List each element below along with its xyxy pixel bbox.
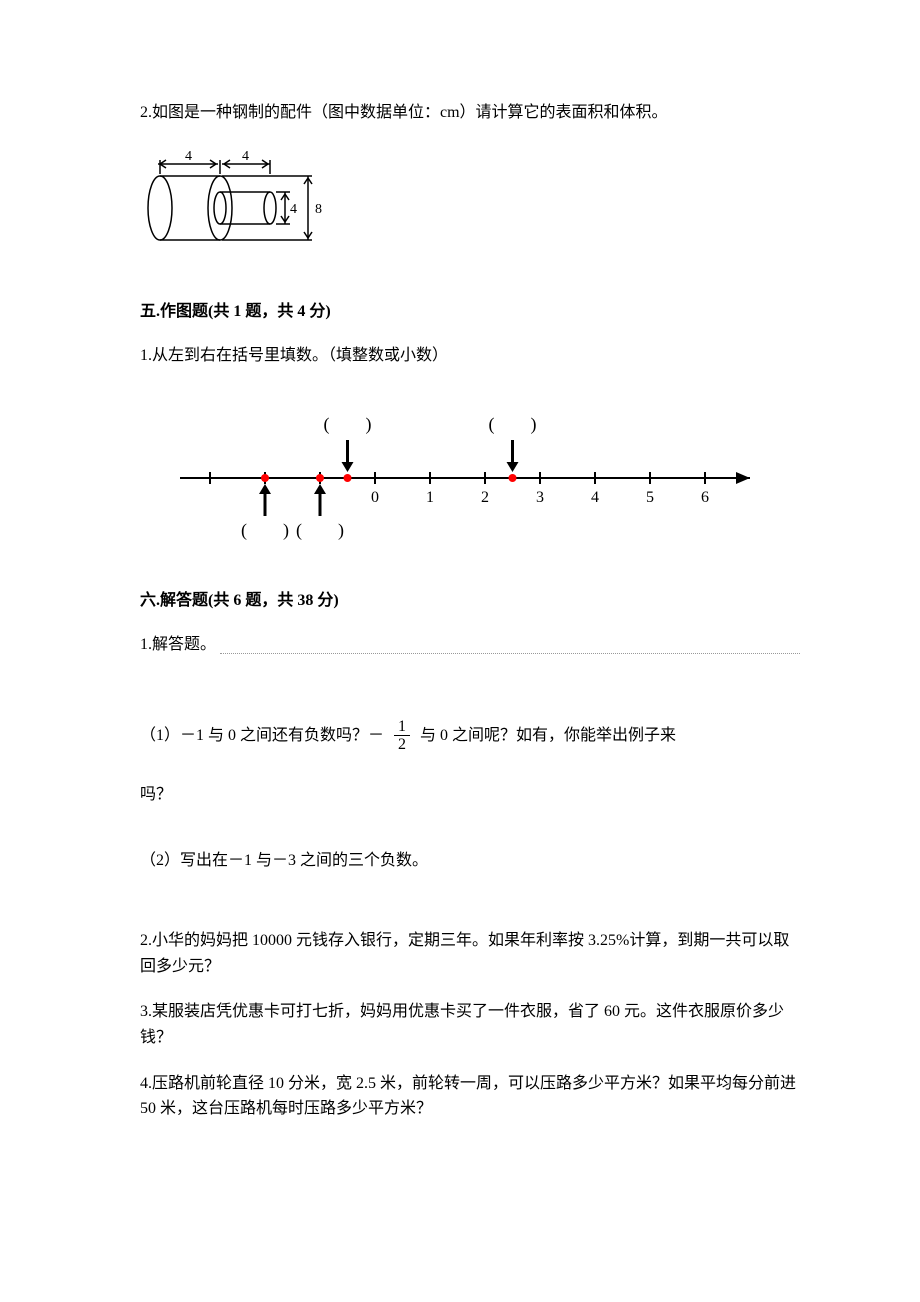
fraction-den: 2 (394, 736, 410, 754)
s6-q4: 4.压路机前轮直径 10 分米，宽 2.5 米，前轮转一周，可以压路多少平方米？… (140, 1071, 800, 1122)
svg-text:6: 6 (701, 489, 709, 506)
label-8-r: 8 (315, 202, 322, 217)
section-6-heading: 六.解答题(共 6 题，共 38 分) (140, 588, 800, 614)
s6-q1-p1-tail: 吗？ (140, 782, 800, 808)
fraction-num: 1 (394, 718, 410, 737)
svg-text:1: 1 (426, 489, 434, 506)
label-4-tr: 4 (242, 149, 249, 164)
s5-q1-text: 1.从左到右在括号里填数。（填整数或小数） (140, 347, 448, 364)
s6-q3: 3.某服装店凭优惠卡可打七折，妈妈用优惠卡买了一件衣服，省了 60 元。这件衣服… (140, 999, 800, 1050)
fraction-half: 1 2 (394, 718, 410, 754)
svg-text:( ): ( ) (296, 520, 344, 541)
s6-q1-part2: （2）写出在－1 与－3 之间的三个负数。 (140, 848, 800, 874)
s6-q2: 2.小华的妈妈把 10000 元钱存入银行，定期三年。如果年利率按 3.25%计… (140, 928, 800, 979)
svg-text:0: 0 (371, 489, 379, 506)
svg-text:( ): ( ) (241, 520, 289, 541)
label-4-tl: 4 (185, 149, 192, 164)
section-5-heading-text: 五.作图题(共 1 题，共 4 分) (140, 303, 331, 320)
cylinder-svg: 4 4 4 8 (140, 146, 330, 261)
svg-text:( ): ( ) (324, 414, 372, 435)
svg-text:( ): ( ) (489, 414, 537, 435)
s6-q1-header-row: 1.解答题。 (140, 632, 800, 658)
s5-question-1: 1.从左到右在括号里填数。（填整数或小数） (140, 343, 800, 369)
section-6-heading-text: 六.解答题(共 6 题，共 38 分) (140, 592, 339, 609)
numberline-figure: 0 1 2 3 4 5 6 ( ) ( ) ( ) ( ) (160, 398, 780, 548)
s6-q1-p1-a: （1）－1 与 0 之间还有负数吗？－ (140, 727, 384, 744)
question-2-text: 2.如图是一种钢制的配件（图中数据单位：cm）请计算它的表面积和体积。 (140, 104, 668, 121)
cylinder-figure: 4 4 4 8 (140, 146, 800, 270)
s6-q1-p1-b: 与 0 之间呢？如有，你能举出例子来 (420, 727, 676, 744)
svg-text:5: 5 (646, 489, 654, 506)
svg-text:3: 3 (536, 489, 544, 506)
svg-text:2: 2 (481, 489, 489, 506)
label-4-r: 4 (290, 202, 297, 217)
s6-q1-part1: （1）－1 与 0 之间还有负数吗？－ 1 2 与 0 之间呢？如有，你能举出例… (140, 718, 800, 754)
question-2: 2.如图是一种钢制的配件（图中数据单位：cm）请计算它的表面积和体积。 (140, 100, 800, 126)
svg-text:4: 4 (591, 489, 599, 506)
s6-q1-header: 1.解答题。 (140, 636, 218, 653)
section-5-heading: 五.作图题(共 1 题，共 4 分) (140, 299, 800, 325)
